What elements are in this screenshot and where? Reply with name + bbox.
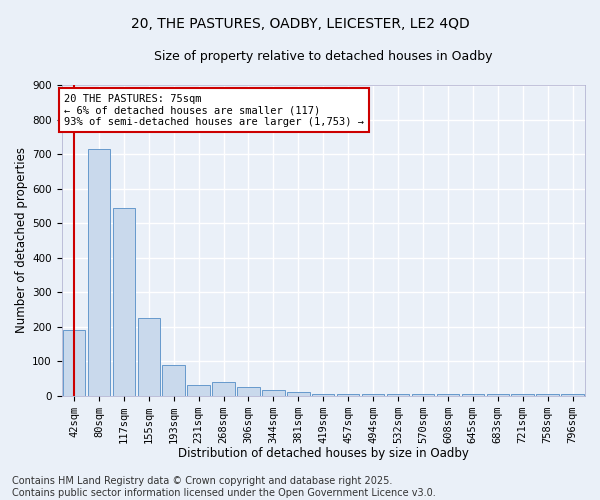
Bar — [536, 394, 559, 396]
Bar — [562, 394, 584, 396]
Bar — [412, 394, 434, 396]
X-axis label: Distribution of detached houses by size in Oadby: Distribution of detached houses by size … — [178, 447, 469, 460]
Title: Size of property relative to detached houses in Oadby: Size of property relative to detached ho… — [154, 50, 493, 63]
Bar — [63, 330, 85, 396]
Bar — [187, 386, 210, 396]
Bar — [312, 394, 334, 396]
Text: 20 THE PASTURES: 75sqm
← 6% of detached houses are smaller (117)
93% of semi-det: 20 THE PASTURES: 75sqm ← 6% of detached … — [64, 94, 364, 127]
Bar — [287, 392, 310, 396]
Bar — [511, 394, 534, 396]
Bar — [113, 208, 135, 396]
Bar — [262, 390, 284, 396]
Bar — [362, 394, 385, 396]
Text: Contains HM Land Registry data © Crown copyright and database right 2025.
Contai: Contains HM Land Registry data © Crown c… — [12, 476, 436, 498]
Bar — [163, 364, 185, 396]
Bar — [387, 394, 409, 396]
Bar — [437, 394, 459, 396]
Bar — [88, 149, 110, 396]
Bar — [137, 318, 160, 396]
Bar — [487, 394, 509, 396]
Bar — [461, 394, 484, 396]
Bar — [212, 382, 235, 396]
Bar — [337, 394, 359, 396]
Text: 20, THE PASTURES, OADBY, LEICESTER, LE2 4QD: 20, THE PASTURES, OADBY, LEICESTER, LE2 … — [131, 18, 469, 32]
Y-axis label: Number of detached properties: Number of detached properties — [15, 148, 28, 334]
Bar — [237, 387, 260, 396]
